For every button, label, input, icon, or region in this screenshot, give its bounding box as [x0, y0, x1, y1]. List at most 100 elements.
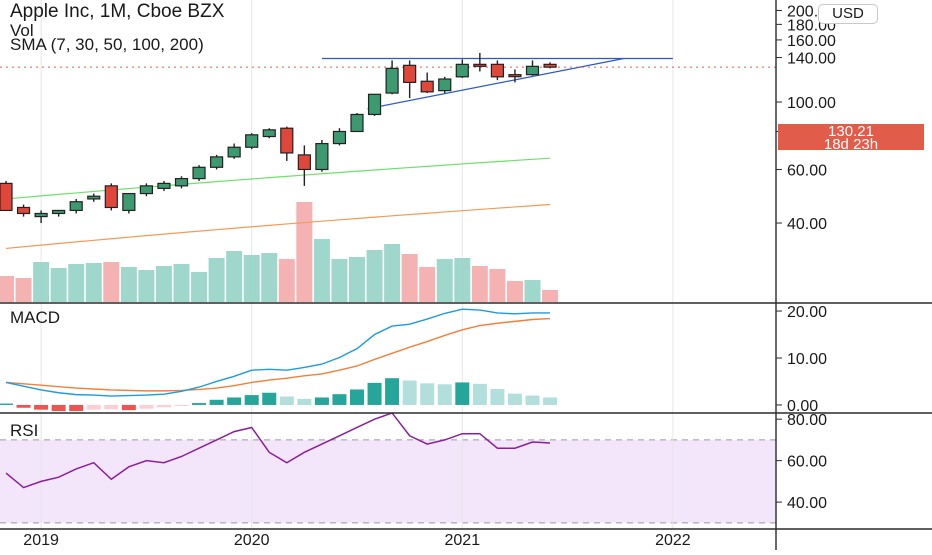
candle-up	[52, 209, 66, 215]
price-tick-label: 40.00	[787, 216, 827, 233]
volume-bar	[401, 254, 418, 302]
candle-up	[350, 113, 364, 133]
candle-down	[508, 74, 522, 78]
macd-histogram-bar	[367, 382, 382, 405]
candle-down	[490, 63, 504, 78]
volume-bar	[68, 264, 85, 302]
volume-bar	[15, 278, 32, 302]
price-tick-label: 100.00	[787, 95, 836, 112]
macd-histogram-bar	[227, 397, 242, 405]
macd-histogram-bar	[314, 397, 329, 405]
macd-histogram-bar	[332, 394, 347, 405]
candle-up	[210, 156, 224, 168]
macd-histogram-bar	[174, 404, 189, 406]
support-trendline	[367, 57, 624, 110]
rsi-band	[0, 439, 776, 523]
macd-pane-label[interactable]: MACD	[10, 308, 61, 327]
price-tick-label: 60.00	[787, 162, 827, 179]
candle-up	[367, 93, 382, 116]
macd-tick-label: 20.00	[787, 304, 827, 321]
volume-bar	[296, 202, 313, 302]
macd-tick-label: 0.00	[787, 398, 818, 415]
macd-histogram-bar	[51, 404, 66, 412]
candle-up	[245, 134, 259, 148]
volume-bar	[506, 281, 523, 302]
macd-histogram-bar	[455, 382, 470, 405]
volume-bar	[419, 267, 436, 302]
macd-histogram-bar	[104, 404, 119, 410]
macd-histogram-bar	[420, 383, 435, 405]
macd-histogram-bar	[69, 404, 84, 412]
candle-up	[315, 142, 329, 171]
candle-up	[87, 195, 101, 200]
candle-up	[385, 67, 399, 94]
macd-histogram-bar	[472, 383, 487, 405]
volume-bar	[50, 268, 67, 302]
candle-up	[34, 212, 48, 218]
volume-bar	[489, 269, 506, 302]
macd-histogram-bar	[402, 380, 417, 405]
macd-histogram-bar	[139, 404, 154, 409]
price-tick-label: 140.00	[787, 51, 836, 68]
sma-indicator-label[interactable]: SMA (7, 30, 50, 100, 200)	[10, 35, 204, 54]
candle-up	[192, 166, 206, 180]
candle-up	[525, 65, 540, 76]
vol-indicator-label[interactable]: Vol	[10, 21, 34, 40]
sma-line	[5, 157, 551, 200]
volume-bar	[454, 258, 471, 302]
candle-down	[280, 127, 294, 154]
macd-histogram-bar	[86, 404, 101, 410]
volume-bar	[542, 290, 559, 302]
macd-histogram-bar	[490, 388, 505, 405]
x-tick-label: 2022	[655, 532, 691, 549]
macd-histogram-bar	[543, 397, 558, 405]
symbol-title[interactable]: Apple Inc, 1M, Cboe BZX	[10, 1, 225, 22]
volume-bar	[85, 263, 102, 302]
x-tick-label: 2020	[234, 532, 270, 549]
volume-bar	[226, 251, 243, 302]
candle-down	[297, 154, 311, 171]
rsi-tick-label: 80.00	[787, 412, 827, 429]
volume-bar	[471, 266, 488, 302]
macd-histogram-bar	[350, 389, 364, 405]
volume-bar	[278, 259, 295, 302]
candle-up	[157, 182, 171, 189]
price-tick-label: 160.00	[787, 33, 836, 50]
candle-up	[139, 185, 153, 195]
rsi-line	[5, 412, 551, 489]
volume-bar	[103, 262, 120, 302]
macd-histogram-bar	[192, 403, 207, 405]
candle-up	[332, 130, 347, 145]
volume-bar	[155, 266, 172, 302]
volume-bar	[120, 267, 137, 302]
volume-bars	[0, 202, 559, 302]
macd-histogram-bar	[385, 378, 400, 405]
volume-bar	[33, 262, 50, 302]
x-tick-label: 2021	[445, 532, 481, 549]
candle-down	[420, 80, 434, 93]
macd-histogram-bar	[121, 404, 136, 411]
rsi-pane-label[interactable]: RSI	[10, 421, 39, 440]
candles	[0, 52, 557, 224]
macd-histogram-bar	[34, 404, 49, 410]
bar-countdown: 18d 23h	[823, 136, 879, 153]
last-price-value: 130.21	[828, 123, 874, 140]
volume-bar	[191, 272, 208, 302]
macd-tick-label: 10.00	[787, 351, 827, 368]
x-tick-label: 2019	[23, 532, 59, 549]
volume-bar	[243, 255, 260, 302]
candle-up	[227, 146, 241, 158]
candle-up	[122, 192, 136, 212]
macd-histogram-bar	[279, 396, 294, 405]
currency-badge[interactable]: USD	[818, 4, 878, 24]
macd-signal-line	[5, 317, 551, 392]
candle-up	[69, 201, 83, 212]
macd-histogram-bar	[16, 404, 31, 408]
macd-histogram-bar	[209, 399, 224, 405]
volume-bar	[524, 280, 541, 302]
volume-bar	[313, 239, 330, 302]
macd-line	[5, 308, 551, 397]
candle-down	[473, 63, 487, 67]
